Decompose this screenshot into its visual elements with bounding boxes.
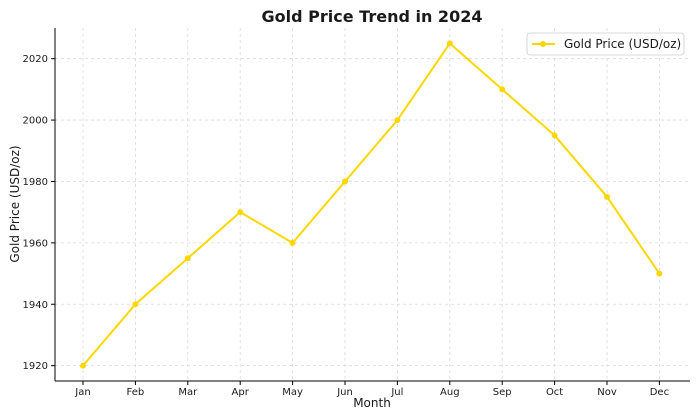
- data-point: [289, 239, 296, 246]
- x-tick-label: Aug: [440, 387, 460, 398]
- legend-label: Gold Price (USD/oz): [564, 37, 681, 51]
- data-point: [342, 178, 348, 185]
- y-axis-ticks: 1920 1940 1960 1980 2000 2020: [23, 54, 55, 372]
- legend: Gold Price (USD/oz): [526, 32, 685, 56]
- x-tick-label: Feb: [127, 387, 145, 398]
- series-line: [82, 42, 661, 367]
- x-tick-label: Mar: [178, 387, 198, 398]
- x-tick-label: Jan: [74, 387, 90, 398]
- y-tick-label: 2020: [23, 54, 48, 65]
- x-axis-ticks: Jan Feb Mar Apr May Jun Jul Aug Sep Oct Nov Dec: [74, 381, 669, 398]
- x-axis-label: Month: [353, 396, 391, 410]
- x-tick-label: Apr: [232, 387, 250, 398]
- data-point: [394, 117, 401, 124]
- x-tick-label: Jun: [336, 387, 353, 398]
- x-tick-label: May: [282, 387, 303, 398]
- data-point: [446, 40, 453, 47]
- x-tick-label: Oct: [546, 387, 563, 398]
- x-tick-label: Nov: [597, 387, 617, 398]
- data-point: [551, 132, 558, 139]
- y-tick-label: 1980: [23, 177, 48, 188]
- data-point: [132, 301, 139, 308]
- y-tick-label: 1920: [23, 361, 48, 372]
- y-tick-label: 1940: [23, 300, 48, 311]
- series-layer: [80, 40, 663, 369]
- x-tick-label: Dec: [650, 387, 669, 398]
- legend-box: [526, 32, 685, 56]
- data-point: [656, 270, 663, 277]
- y-tick-label: 1960: [23, 238, 48, 249]
- data-point: [80, 362, 86, 369]
- grid: [55, 28, 690, 381]
- legend-marker-swatch: [540, 41, 546, 47]
- y-tick-label: 2000: [23, 116, 48, 127]
- data-point: [237, 209, 244, 216]
- data-point: [604, 193, 610, 200]
- data-point: [499, 86, 506, 93]
- x-tick-label: Jul: [390, 387, 403, 398]
- chart-title: Gold Price Trend in 2024: [262, 7, 483, 26]
- x-tick-label: Sep: [493, 387, 512, 398]
- data-point: [184, 255, 191, 262]
- y-axis-label: Gold Price (USD/oz): [8, 145, 22, 262]
